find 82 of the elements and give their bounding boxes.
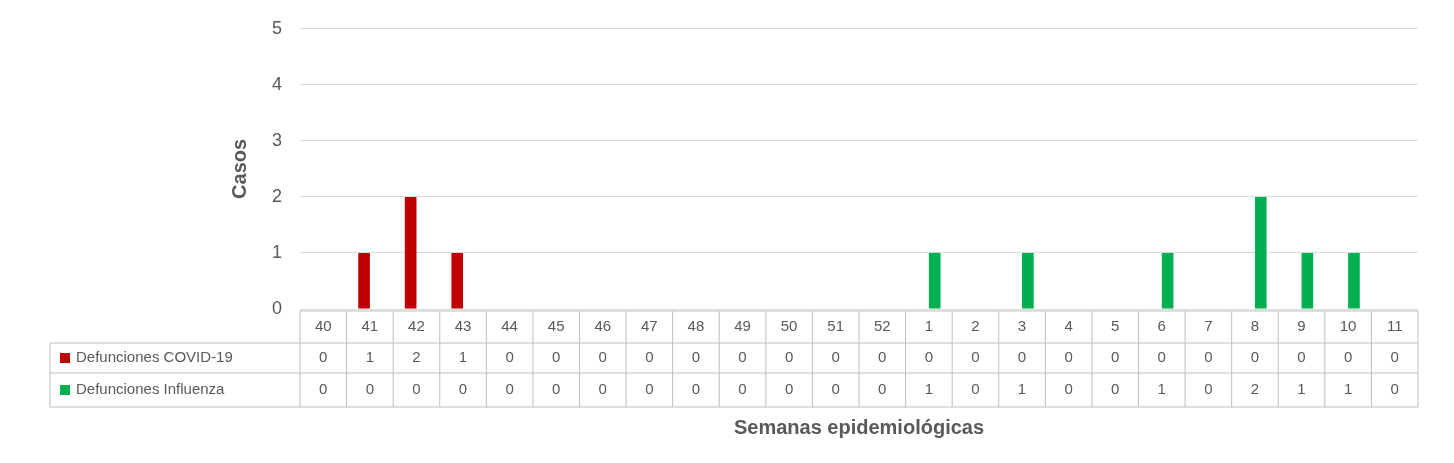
data-label: 0 — [971, 348, 980, 366]
data-label: 0 — [831, 348, 840, 366]
x-tick-label: 2 — [971, 317, 980, 335]
y-axis-title: Casos — [227, 138, 250, 199]
data-label: 0 — [1064, 380, 1073, 398]
x-tick-label: 44 — [501, 317, 518, 335]
data-label: 0 — [1390, 380, 1399, 398]
x-tick-label: 51 — [827, 317, 845, 335]
data-label: 0 — [505, 348, 514, 366]
legend-label: Defunciones Influenza — [76, 380, 226, 398]
x-tick-label: 50 — [780, 317, 798, 335]
data-label: 0 — [319, 348, 328, 366]
y-tick-label: 4 — [271, 73, 282, 94]
data-label: 0 — [691, 380, 701, 398]
data-label: 2 — [1250, 380, 1260, 398]
data-label: 0 — [1017, 348, 1027, 366]
data-label: 1 — [1297, 380, 1306, 398]
x-tick-label: 45 — [547, 317, 565, 335]
x-tick-label: 4 — [1064, 317, 1073, 335]
x-tick-label: 5 — [1111, 317, 1120, 335]
data-label: 0 — [1204, 348, 1213, 366]
x-tick-label: 47 — [641, 317, 658, 335]
data-label: 0 — [1111, 348, 1120, 366]
legend-label: Defunciones COVID-19 — [76, 348, 233, 366]
x-tick-label: 11 — [1386, 317, 1403, 335]
data-label: 0 — [784, 380, 794, 398]
x-tick-label: 49 — [734, 317, 751, 335]
data-label: 0 — [1157, 348, 1166, 366]
data-label: 0 — [831, 380, 840, 398]
x-tick-label: 8 — [1250, 317, 1260, 335]
x-tick-label: 46 — [594, 317, 612, 335]
data-label: 2 — [412, 348, 421, 366]
x-tick-label: 42 — [408, 317, 425, 335]
x-tick-label: 52 — [873, 317, 891, 335]
x-axis-title: Semanas epidemiológicas — [733, 415, 985, 438]
data-label: 1 — [365, 348, 375, 366]
y-tick-label: 5 — [271, 17, 282, 38]
data-label: 0 — [738, 348, 747, 366]
data-label: 0 — [645, 348, 654, 366]
x-tick-label: 1 — [924, 317, 934, 335]
data-label: 0 — [458, 380, 468, 398]
data-label: 0 — [645, 380, 654, 398]
x-tick-label: 48 — [687, 317, 705, 335]
data-label: 0 — [319, 380, 328, 398]
data-label: 0 — [924, 348, 934, 366]
data-label: 0 — [1204, 380, 1213, 398]
data-label: 1 — [1157, 380, 1166, 398]
data-label: 0 — [552, 348, 561, 366]
data-label: 0 — [1343, 348, 1353, 366]
data-label: 1 — [1343, 380, 1353, 398]
data-label: 0 — [365, 380, 375, 398]
x-tick-label: 41 — [361, 317, 379, 335]
y-tick-label: 2 — [271, 185, 282, 206]
data-label: 0 — [1064, 348, 1073, 366]
data-label: 0 — [1111, 380, 1120, 398]
x-tick-label: 7 — [1204, 317, 1213, 335]
x-tick-label: 43 — [454, 317, 472, 335]
data-label: 0 — [598, 348, 607, 366]
data-label: 0 — [878, 348, 887, 366]
data-label: 1 — [1017, 380, 1027, 398]
data-label: 0 — [1297, 348, 1306, 366]
data-label: 0 — [878, 380, 887, 398]
y-tick-label: 3 — [271, 129, 282, 150]
data-label: 0 — [691, 348, 701, 366]
x-tick-label: 9 — [1297, 317, 1306, 335]
data-label: 0 — [1390, 348, 1399, 366]
data-label: 0 — [1250, 348, 1260, 366]
x-tick-label: 10 — [1339, 317, 1357, 335]
data-label: 1 — [924, 380, 934, 398]
data-label: 0 — [784, 348, 794, 366]
x-tick-label: 40 — [314, 317, 332, 335]
data-label: 0 — [598, 380, 607, 398]
data-label: 0 — [552, 380, 561, 398]
data-label: 0 — [505, 380, 514, 398]
data-label: 0 — [412, 380, 421, 398]
y-tick-label: 0 — [271, 297, 282, 318]
data-label: 1 — [458, 348, 468, 366]
data-label: 0 — [971, 380, 980, 398]
y-tick-label: 1 — [271, 241, 282, 262]
x-tick-label: 6 — [1157, 317, 1166, 335]
x-tick-label: 3 — [1017, 317, 1027, 335]
data-label: 0 — [738, 380, 747, 398]
